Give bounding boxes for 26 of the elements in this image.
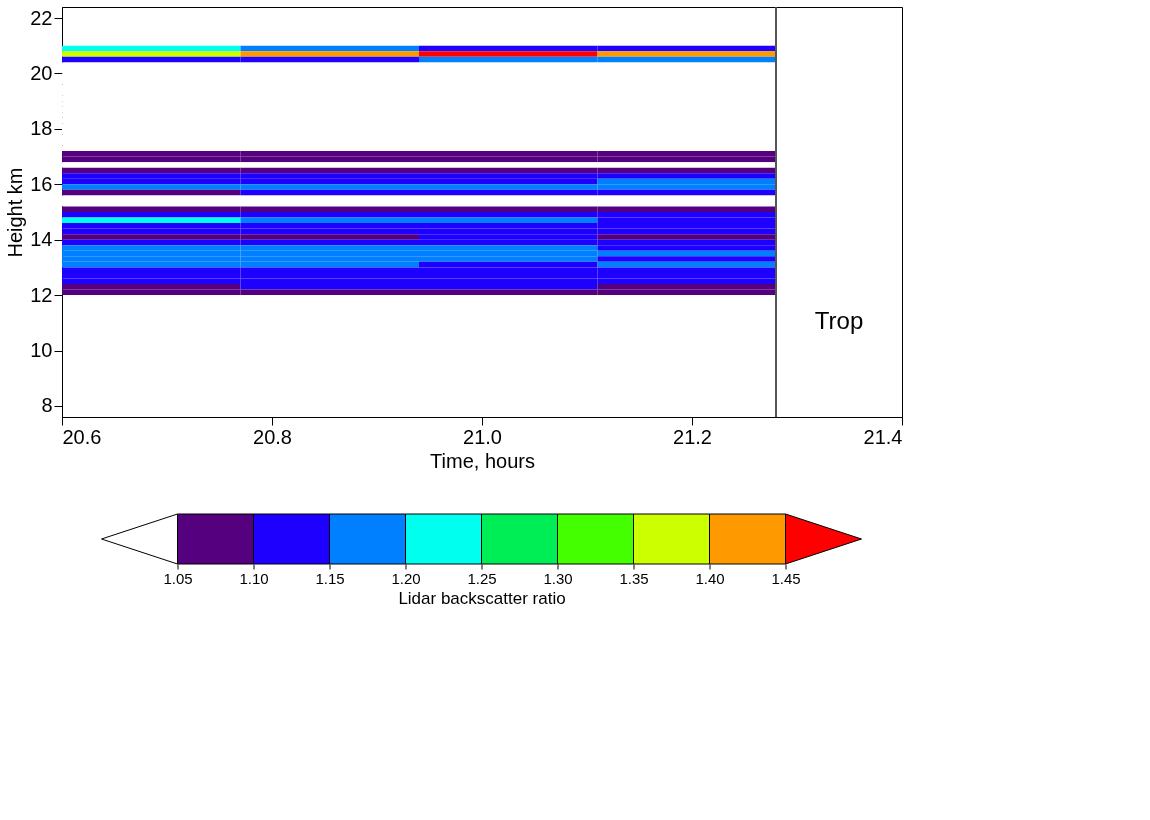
y-tick-label: 10: [30, 339, 53, 362]
y-tick-label: 8: [41, 394, 53, 417]
color-bar-label: 1.20: [391, 569, 421, 587]
color-bar-label: 1.25: [467, 569, 497, 587]
y-tick-label: 14: [30, 228, 53, 251]
color-bar-title: Lidar backscatter ratio: [398, 588, 566, 608]
y-tick-label: 20: [30, 61, 53, 84]
x-tick-label: 21.0: [463, 425, 502, 448]
color-bar-label: 1.15: [315, 569, 345, 587]
y-tick-label: 18: [30, 117, 53, 140]
color-bar-label: 1.10: [239, 569, 269, 587]
color-bar-label: 1.30: [543, 569, 573, 587]
x-tick-label: 21.4: [863, 425, 903, 448]
color-bar-label: 1.40: [695, 569, 725, 587]
x-tick-label: 20.6: [62, 425, 102, 448]
color-bar-label: 1.45: [771, 569, 801, 587]
y-tick-label: 12: [30, 283, 53, 306]
y-tick-label: 22: [30, 6, 53, 29]
y-tick-label: 16: [30, 172, 53, 195]
x-axis-title: Time, hours: [430, 449, 535, 472]
color-bar-label: 1.35: [619, 569, 649, 587]
annotation: Trop: [814, 307, 864, 334]
x-tick-label: 20.8: [253, 425, 292, 448]
y-axis-title: Height km: [4, 167, 27, 258]
color-bar-label: 1.05: [163, 569, 193, 587]
x-tick-label: 21.2: [673, 425, 712, 448]
